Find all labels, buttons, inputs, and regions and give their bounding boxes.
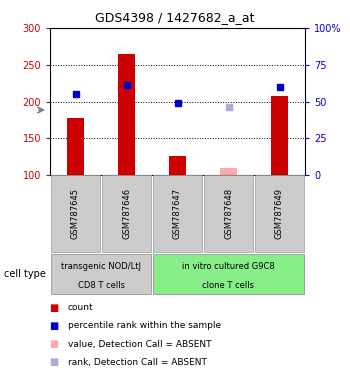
Bar	[219, 168, 237, 175]
Text: rank, Detection Call = ABSENT: rank, Detection Call = ABSENT	[68, 358, 206, 366]
Text: ■: ■	[49, 321, 58, 331]
Text: GSM787647: GSM787647	[173, 188, 182, 239]
Text: percentile rank within the sample: percentile rank within the sample	[68, 321, 220, 331]
Text: CD8 T cells: CD8 T cells	[77, 281, 125, 290]
Text: transgenic NOD/LtJ: transgenic NOD/LtJ	[61, 262, 141, 271]
Text: GSM787646: GSM787646	[122, 188, 131, 239]
Bar	[102, 175, 151, 252]
Text: ■: ■	[49, 357, 58, 367]
Bar	[66, 118, 84, 175]
Text: in vitro cultured G9C8: in vitro cultured G9C8	[182, 262, 275, 271]
Text: GDS4398 / 1427682_a_at: GDS4398 / 1427682_a_at	[95, 12, 255, 25]
Text: clone T cells: clone T cells	[203, 281, 254, 290]
Bar	[204, 175, 253, 252]
Bar	[169, 156, 187, 175]
Text: ■: ■	[49, 303, 58, 313]
Bar	[255, 175, 304, 252]
Bar	[153, 175, 202, 252]
Text: GSM787648: GSM787648	[224, 188, 233, 239]
Text: ■: ■	[49, 339, 58, 349]
Text: count: count	[68, 303, 93, 313]
Text: GSM787645: GSM787645	[71, 188, 80, 239]
Text: GSM787649: GSM787649	[275, 188, 284, 239]
Text: value, Detection Call = ABSENT: value, Detection Call = ABSENT	[68, 339, 211, 349]
Bar	[271, 96, 288, 175]
Bar	[51, 254, 151, 294]
Text: cell type: cell type	[4, 269, 46, 279]
Bar	[118, 54, 135, 175]
Bar	[51, 175, 100, 252]
Bar	[153, 254, 304, 294]
